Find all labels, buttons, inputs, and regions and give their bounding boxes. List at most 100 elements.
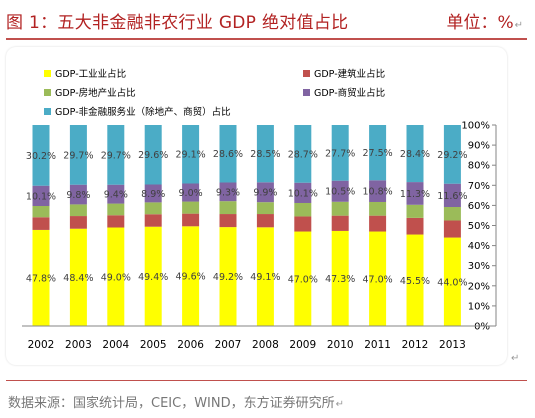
bar-segment	[406, 217, 424, 235]
data-label: 47.0%	[363, 274, 393, 285]
data-label: 8.9%	[141, 189, 165, 200]
bar-segment	[69, 228, 87, 326]
bar-segment	[107, 203, 125, 216]
chart-area: GDP-工业业占比 GDP-建筑业占比 GDP-房地产业占比 GDP-商贸业占比 GDP…	[6, 47, 507, 365]
data-label: 10.5%	[325, 187, 355, 198]
x-tick-label: 2009	[289, 339, 316, 351]
bar-segment	[32, 185, 50, 207]
data-source: 数据来源：国家统计局，CEIC，WIND，东方证券研究所↵	[8, 392, 344, 411]
x-tick-label: 2010	[327, 339, 354, 351]
bar-segment	[144, 202, 162, 215]
data-label: 49.4%	[138, 272, 168, 283]
x-tick-label: 2011	[364, 339, 391, 351]
bar-segment	[219, 214, 237, 228]
x-tick-label: 2008	[252, 339, 279, 351]
bar-segment	[369, 201, 387, 216]
unit-label-text: 单位：%	[446, 13, 514, 33]
x-tick-label: 2007	[215, 339, 242, 351]
chart-bars: 47.8% 10.1% 30.2% 48.4% 9.8% 29.7% 49.0% 9.4% 29…	[26, 125, 467, 326]
bar-segment	[107, 184, 125, 204]
bar-segment	[32, 125, 50, 186]
bar-segment	[294, 231, 312, 326]
unit-label: 单位：%↵	[446, 8, 523, 33]
x-tick-label: 2002	[28, 339, 55, 351]
legend-swatch	[44, 89, 51, 96]
y-tick-label: 90%	[468, 141, 490, 152]
bar-segment	[369, 125, 387, 181]
y-tick-label: 40%	[468, 241, 490, 252]
data-label: 49.6%	[176, 272, 206, 283]
bar-segment	[331, 230, 349, 326]
bar-segment	[331, 215, 349, 231]
data-label: 9.3%	[216, 187, 240, 198]
bar-segment	[107, 125, 125, 185]
legend-label: GDP-商贸业占比	[314, 87, 385, 99]
data-label: 9.9%	[253, 188, 277, 199]
bar-segment	[256, 125, 274, 183]
paragraph-mark: ↵	[514, 20, 523, 31]
y-tick-label: 30%	[468, 261, 490, 272]
bar-segment	[256, 227, 274, 326]
bar-segment	[219, 227, 237, 326]
bar-segment	[107, 227, 125, 326]
bar-segment	[443, 237, 461, 326]
y-tick-label: 10%	[468, 301, 490, 312]
chart-legend: GDP-工业业占比 GDP-建筑业占比 GDP-房地产业占比 GDP-商贸业占比 GDP…	[44, 68, 385, 118]
bar-segment	[294, 216, 312, 232]
legend-swatch	[44, 108, 51, 115]
data-label: 29.6%	[138, 150, 168, 161]
bar-segment	[369, 231, 387, 326]
legend-swatch	[303, 89, 310, 96]
bar-segment	[331, 201, 349, 216]
data-label: 27.7%	[325, 148, 355, 159]
y-tick-label: 100%	[461, 121, 490, 132]
x-tick-label: 2013	[439, 339, 466, 351]
bar-segment	[182, 125, 200, 184]
data-label: 45.5%	[400, 276, 430, 287]
bar-segment	[144, 226, 162, 326]
legend-label: GDP-房地产业占比	[55, 87, 136, 99]
y-tick-label: 60%	[468, 201, 490, 212]
bar-segment	[69, 125, 87, 185]
data-label: 28.6%	[213, 149, 243, 160]
bar-segment	[443, 220, 461, 238]
data-label: 49.1%	[250, 272, 280, 283]
bar-segment	[294, 182, 312, 203]
data-label: 11.6%	[437, 191, 467, 202]
y-tick-label: 0%	[474, 322, 490, 333]
bar-segment	[369, 180, 387, 202]
data-label: 29.1%	[176, 150, 206, 161]
bar-segment	[406, 182, 424, 205]
source-paragraph-mark: ↵	[335, 399, 345, 410]
bar-segment	[69, 216, 87, 229]
bar-segment	[32, 217, 50, 230]
bar-segment	[256, 182, 274, 203]
x-tick-label: 2003	[65, 339, 92, 351]
bar-segment	[443, 207, 461, 221]
legend-swatch	[44, 70, 51, 77]
bar-segment	[69, 184, 87, 205]
x-axis: 2002 2003 2004 2005 2006 2007 2008 2009 2010 2011…	[22, 325, 496, 351]
bar-segment	[107, 215, 125, 228]
legend-swatch	[303, 70, 310, 77]
data-label: 27.5%	[363, 148, 393, 159]
bar-segment	[331, 125, 349, 181]
data-label: 11.3%	[400, 189, 430, 200]
legend-label: GDP-建筑业占比	[314, 68, 385, 80]
legend-label: GDP-工业业占比	[55, 68, 126, 80]
data-label: 28.4%	[400, 149, 430, 160]
bar-segment	[144, 184, 162, 203]
bar-segment	[256, 214, 274, 228]
data-label: 28.5%	[250, 149, 280, 160]
data-label: 9.8%	[66, 190, 90, 201]
bar-segment	[219, 201, 237, 215]
bar-segment	[406, 204, 424, 218]
figure-title-text: 图 1：五大非金融非农行业 GDP 绝对值占比	[6, 13, 349, 33]
data-label: 29.7%	[63, 150, 93, 161]
data-label: 49.0%	[101, 272, 131, 283]
data-label: 49.2%	[213, 272, 243, 283]
data-label: 10.8%	[363, 187, 393, 198]
data-label: 48.4%	[63, 273, 93, 284]
bar-segment	[144, 125, 162, 185]
header-rule	[6, 38, 527, 40]
